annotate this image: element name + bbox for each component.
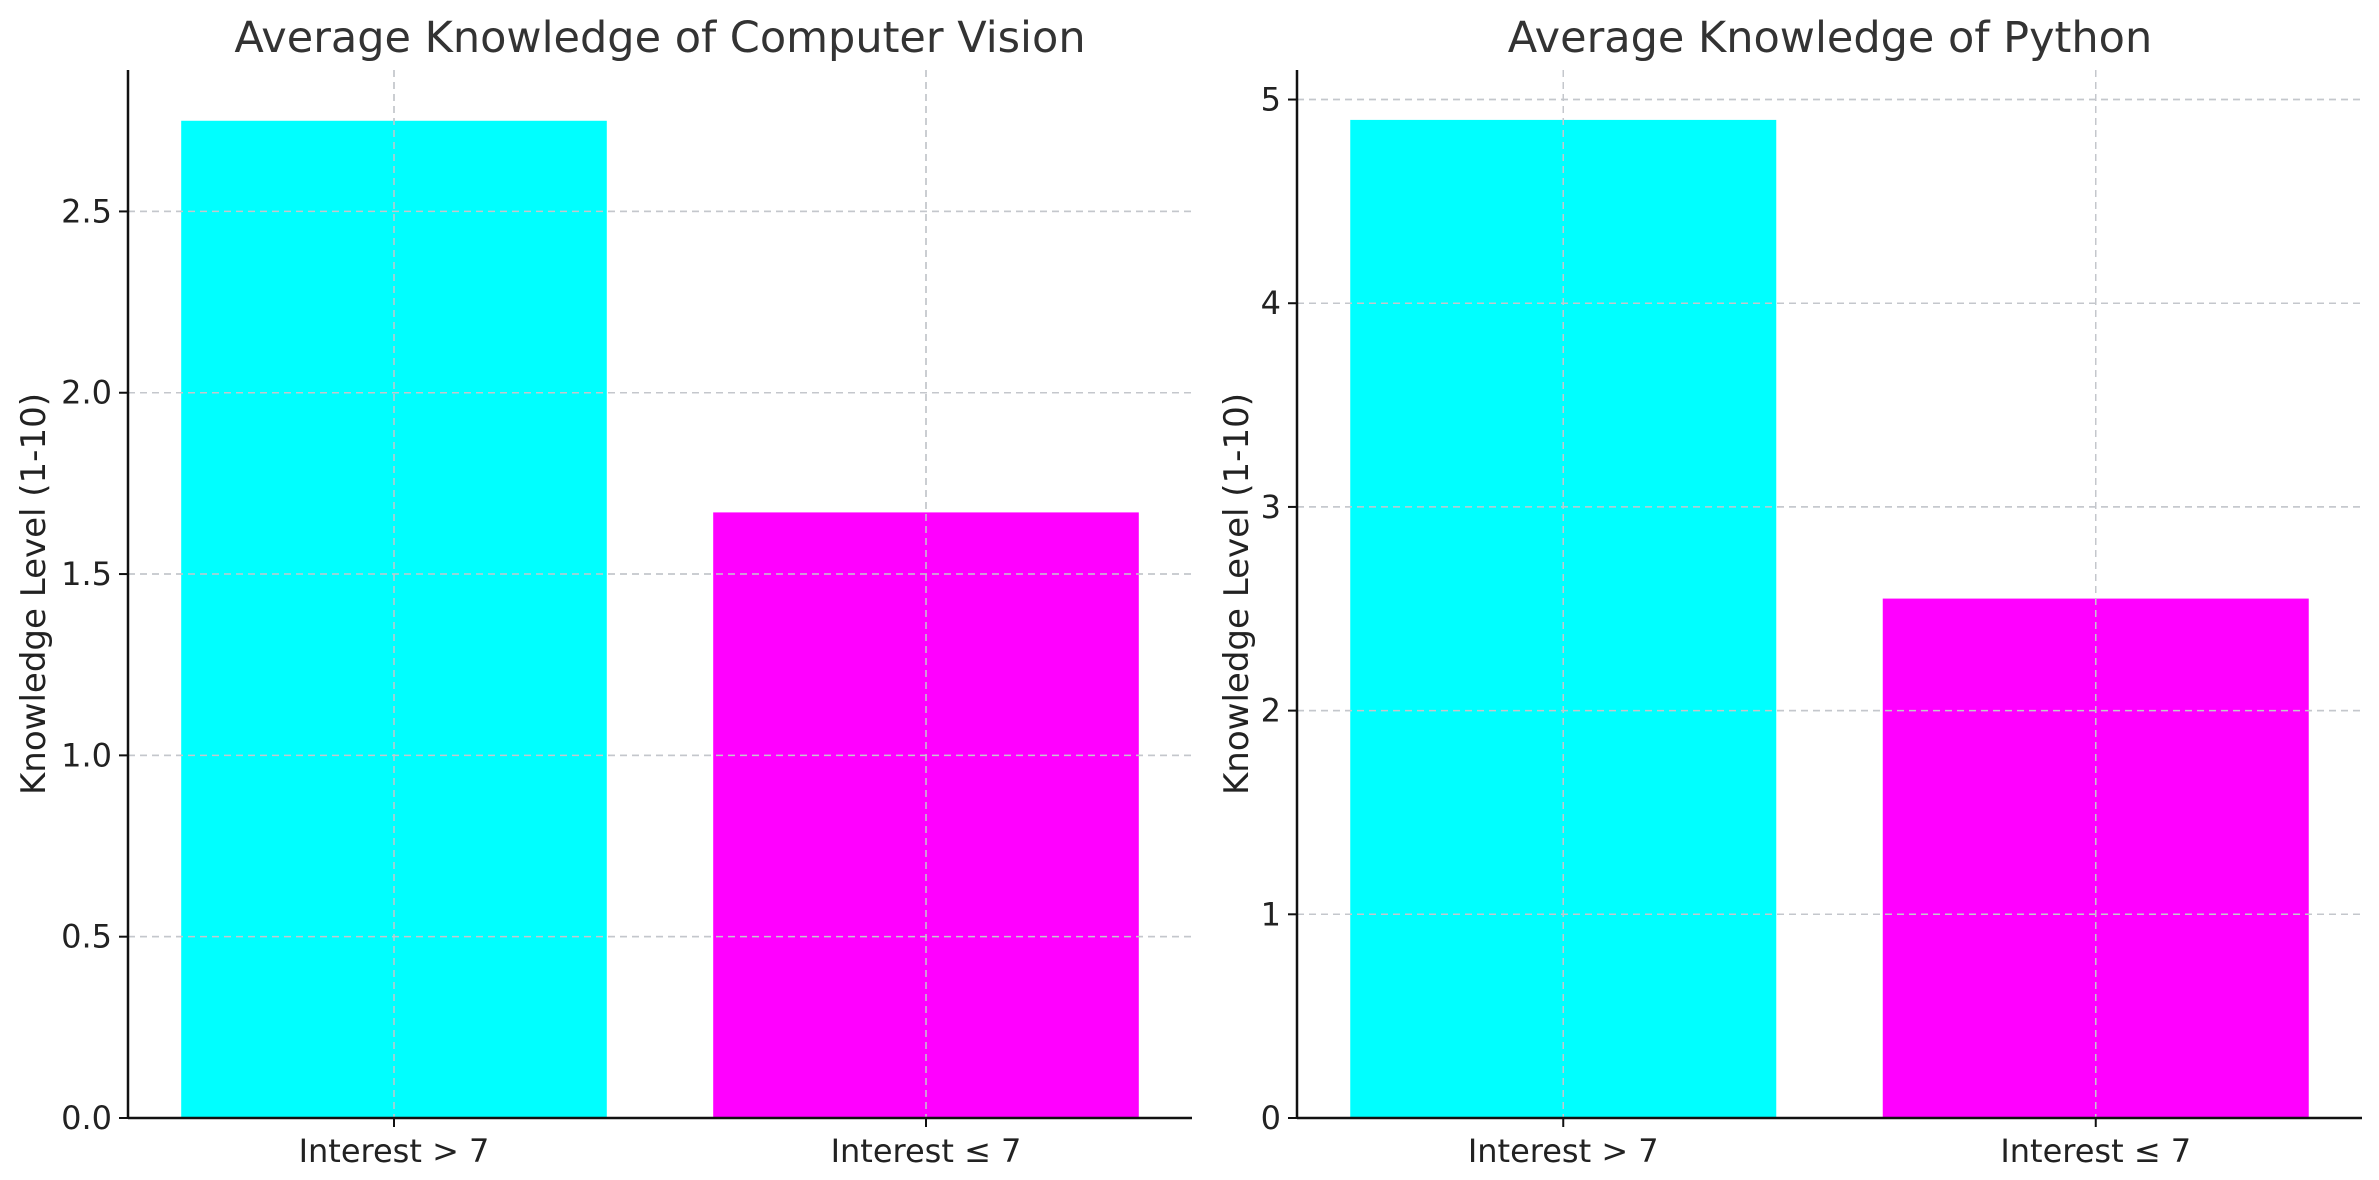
y-axis-label: Knowledge Level (1-10) — [1217, 393, 1257, 795]
bar-interest-gt-7 — [181, 120, 607, 1118]
axes — [1288, 70, 2362, 1127]
y-tick-label: 0.5 — [61, 918, 112, 956]
y-tick-label: 2 — [1261, 692, 1281, 730]
y-tick-label: 0.0 — [61, 1099, 112, 1137]
y-tick-label: 5 — [1261, 81, 1281, 119]
y-axis-label: Knowledge Level (1-10) — [14, 393, 54, 795]
bars — [1297, 70, 2362, 1119]
y-tick-labels: 0 1 2 3 4 5 — [1261, 81, 1281, 1137]
x-tick-label: Interest > 7 — [299, 1132, 490, 1170]
y-tick-label: 0 — [1261, 1099, 1281, 1137]
y-tick-label: 1 — [1261, 895, 1281, 933]
bars — [128, 70, 1192, 1119]
axes — [119, 70, 1192, 1127]
x-tick-labels: Interest > 7 Interest ≤ 7 — [299, 1132, 1022, 1170]
chart-title: Average Knowledge of Python — [1508, 13, 2152, 63]
bar-interest-gt-7 — [1350, 119, 1777, 1118]
x-tick-label: Interest ≤ 7 — [831, 1132, 1022, 1170]
y-tick-label: 2.5 — [61, 192, 112, 230]
x-tick-label: Interest > 7 — [1468, 1132, 1659, 1170]
chart-computer-vision: Average Knowledge of Computer Vision Kno… — [14, 13, 1192, 1170]
y-tick-label: 2.0 — [61, 374, 112, 412]
x-tick-label: Interest ≤ 7 — [2000, 1132, 2191, 1170]
chart-title: Average Knowledge of Computer Vision — [234, 13, 1085, 63]
y-tick-labels: 0.0 0.5 1.0 1.5 2.0 2.5 — [61, 192, 112, 1137]
y-tick-label: 3 — [1261, 488, 1281, 526]
x-tick-labels: Interest > 7 Interest ≤ 7 — [1468, 1132, 2191, 1170]
y-tick-label: 1.5 — [61, 555, 112, 593]
chart-python: Average Knowledge of Python Knowledge Le… — [1217, 13, 2362, 1170]
y-tick-label: 4 — [1261, 284, 1281, 322]
y-tick-label: 1.0 — [61, 736, 112, 774]
